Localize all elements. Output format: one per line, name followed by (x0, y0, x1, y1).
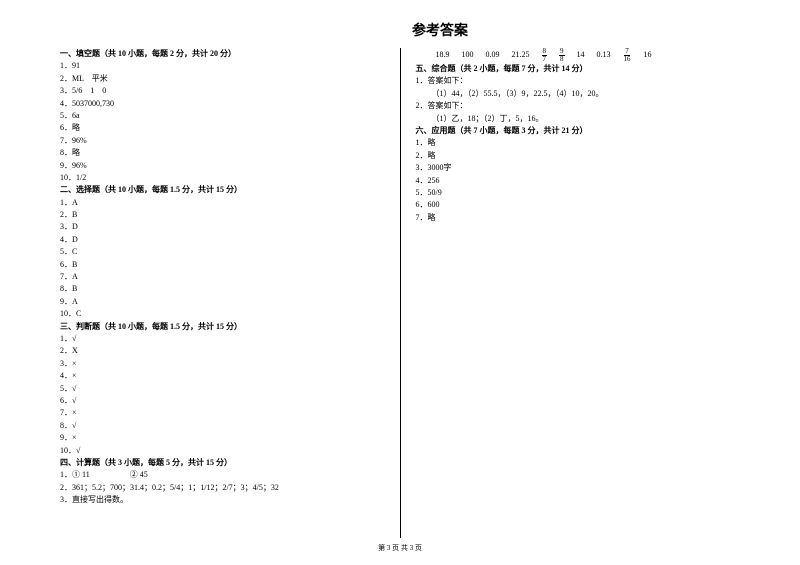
calc-fraction: 7 16 (623, 48, 632, 63)
answer-item: 10．C (60, 308, 385, 320)
answer-item: 1．① 11 ② 45 (60, 469, 385, 481)
answer-item: 8．B (60, 283, 385, 295)
fraction-denominator: 7 (542, 56, 548, 63)
answer-item: 2．B (60, 209, 385, 221)
calc-value: 14 (577, 49, 585, 61)
page-footer: 第 3 页 共 3 页 (0, 543, 800, 553)
answer-item: 4．D (60, 234, 385, 246)
answer-item: 2．ML 平米 (60, 73, 385, 85)
answer-item: 5．√ (60, 383, 385, 395)
answer-item: 4．× (60, 370, 385, 382)
answer-item: 5．50/9 (416, 187, 741, 199)
answer-item: （1）44，（2）55.5，（3）9，22.5，（4）10，20。 (416, 88, 741, 100)
answer-item: 1．A (60, 197, 385, 209)
answer-item: 1．答案如下： (416, 75, 741, 87)
answer-item: 7．A (60, 271, 385, 283)
answer-item: 5．C (60, 246, 385, 258)
answer-item: 3．3000字 (416, 162, 741, 174)
answer-item: 6．600 (416, 199, 741, 211)
section-3-header: 三、判断题（共 10 小题，每题 1.5 分，共计 15 分） (60, 321, 385, 333)
answer-item: 1．√ (60, 333, 385, 345)
answer-item: 8．√ (60, 420, 385, 432)
section-6-header: 六、应用题（共 7 小题，每题 3 分，共计 21 分） (416, 125, 741, 137)
calc-value: 18.9 (436, 49, 450, 61)
answer-item: 7．× (60, 407, 385, 419)
answer-item: 3．D (60, 221, 385, 233)
answer-item: 5．6a (60, 110, 385, 122)
answer-item: 6．略 (60, 122, 385, 134)
answer-item: 4．256 (416, 175, 741, 187)
answer-item: 9．96% (60, 160, 385, 172)
answer-item: 4．5037000,730 (60, 98, 385, 110)
calc-values-row: 18.9 100 0.09 21.25 8 7 9 8 14 0.13 7 16 (416, 48, 741, 63)
section-5-header: 五、综合题（共 2 小题，每题 7 分，共计 14 分） (416, 63, 741, 75)
answer-item: 3．直接写出得数。 (60, 494, 385, 506)
answer-item: 6．√ (60, 395, 385, 407)
calc-value: 16 (644, 49, 652, 61)
page-title: 参考答案 (60, 20, 740, 40)
calc-value: 0.13 (597, 49, 611, 61)
answer-item: 3．5/6 1 0 (60, 85, 385, 97)
answer-item: 2．略 (416, 150, 741, 162)
left-column: 一、填空题（共 10 小题，每题 2 分，共计 20 分） 1．91 2．ML … (60, 48, 401, 538)
answer-item: 3．× (60, 358, 385, 370)
answer-item: 10．√ (60, 445, 385, 457)
right-column: 18.9 100 0.09 21.25 8 7 9 8 14 0.13 7 16 (401, 48, 741, 538)
content-columns: 一、填空题（共 10 小题，每题 2 分，共计 20 分） 1．91 2．ML … (60, 48, 740, 538)
answer-item: 9．A (60, 296, 385, 308)
answer-item: 9．× (60, 432, 385, 444)
answer-item: 8．略 (60, 147, 385, 159)
answer-item: 6．B (60, 259, 385, 271)
answer-item: （1）乙，18；（2）丁，5，16。 (416, 113, 741, 125)
answer-item: 10．1/2 (60, 172, 385, 184)
answer-item: 2．X (60, 345, 385, 357)
answer-item: 1．略 (416, 137, 741, 149)
calc-fraction: 9 8 (559, 48, 565, 63)
section-2-header: 二、选择题（共 10 小题，每题 1.5 分，共计 15 分） (60, 184, 385, 196)
fraction-denominator: 16 (623, 56, 632, 63)
calc-value: 0.09 (486, 49, 500, 61)
calc-value: 21.25 (512, 49, 530, 61)
answer-item: 1．91 (60, 60, 385, 72)
answer-item: 2．答案如下： (416, 100, 741, 112)
fraction-denominator: 8 (559, 56, 565, 63)
section-4-header: 四、计算题（共 3 小题，每题 5 分，共计 15 分） (60, 457, 385, 469)
answer-item: 2．361；5.2；700；31.4；0.2；5/4；1；1/12；2/7；3；… (60, 482, 385, 494)
section-1-header: 一、填空题（共 10 小题，每题 2 分，共计 20 分） (60, 48, 385, 60)
answer-item: 7．96% (60, 135, 385, 147)
calc-value: 100 (462, 49, 474, 61)
calc-fraction: 8 7 (542, 48, 548, 63)
answer-item: 7．略 (416, 212, 741, 224)
